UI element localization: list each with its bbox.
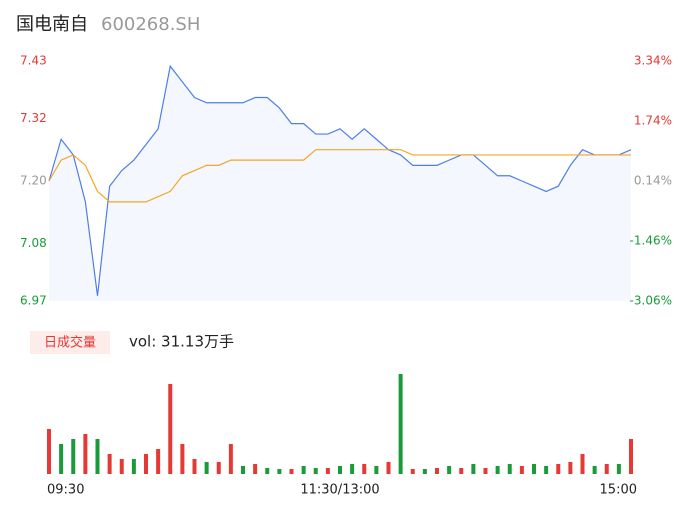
price-area <box>49 66 631 301</box>
volume-bar <box>95 439 100 474</box>
volume-bar <box>422 469 427 474</box>
volume-bar <box>204 462 209 474</box>
volume-bar <box>471 464 476 474</box>
volume-label: 日成交量 <box>44 335 96 351</box>
volume-bar <box>374 466 379 474</box>
volume-bar <box>47 429 51 474</box>
volume-bar <box>495 466 500 474</box>
volume-bar <box>544 466 549 474</box>
volume-bar <box>398 374 403 474</box>
volume-bar <box>192 459 197 474</box>
y2-tick-label: -1.46% <box>630 234 672 248</box>
y2-tick-label: 3.34% <box>634 54 672 68</box>
volume-bar <box>228 444 233 474</box>
volume-bar <box>616 464 621 474</box>
volume-bar <box>180 444 185 474</box>
y2-tick-label: 0.14% <box>634 174 672 188</box>
y-tick-label: 7.20 <box>20 174 47 188</box>
x-tick-label: 09:30 <box>47 483 84 498</box>
average-line <box>48 149 631 203</box>
volume-bar <box>568 462 573 474</box>
volume-bar <box>592 466 597 474</box>
y-tick-label: 7.43 <box>20 54 47 68</box>
stock-code: 600268.SH <box>101 14 200 35</box>
volume-bar <box>216 462 221 474</box>
price-line <box>48 64 632 296</box>
volume-bar <box>556 464 561 474</box>
volume-bar <box>580 454 585 474</box>
y-tick-label: 7.32 <box>20 111 47 125</box>
volume-bar <box>483 468 488 474</box>
volume-bar <box>532 464 536 474</box>
volume-bar <box>241 466 245 474</box>
x-tick-label: 15:00 <box>600 483 637 498</box>
y2-tick-label: -3.06% <box>630 294 672 308</box>
volume-bar <box>59 444 64 474</box>
volume-bar <box>350 464 355 474</box>
volume-bar <box>277 469 282 474</box>
volume-bar <box>156 449 161 474</box>
volume-bar <box>107 454 112 474</box>
volume-bar <box>362 464 367 474</box>
volume-bar <box>83 434 88 474</box>
volume-bar <box>507 464 512 474</box>
volume-bar <box>338 466 342 474</box>
badge-bg <box>30 331 110 354</box>
volume-bar <box>447 466 452 474</box>
volume-bar <box>313 468 318 474</box>
x-tick-label: 11:30/13:00 <box>300 483 379 498</box>
volume-summary: vol: 31.13万手 <box>129 333 234 351</box>
volume-bar <box>435 468 439 474</box>
volume-bar <box>459 468 464 474</box>
volume-bar <box>410 469 415 474</box>
volume-bar <box>629 439 633 474</box>
volume-bar <box>301 466 306 474</box>
volume-bar <box>168 384 173 474</box>
volume-bar <box>386 462 391 474</box>
volume-bar <box>325 468 330 474</box>
volume-bar <box>519 466 524 474</box>
volume-bar <box>265 468 270 474</box>
volume-bar <box>71 439 76 474</box>
volume-bar <box>119 459 124 474</box>
y2-tick-label: 1.74% <box>634 114 672 128</box>
y-tick-label: 6.97 <box>20 294 47 308</box>
volume-bar <box>289 469 294 474</box>
volume-bar <box>253 464 258 474</box>
y-tick-label: 7.08 <box>20 236 47 250</box>
volume-bar <box>131 459 136 474</box>
volume-bar <box>604 464 609 474</box>
stock-name: 国电南自 <box>16 14 88 35</box>
volume-bar <box>144 454 148 474</box>
